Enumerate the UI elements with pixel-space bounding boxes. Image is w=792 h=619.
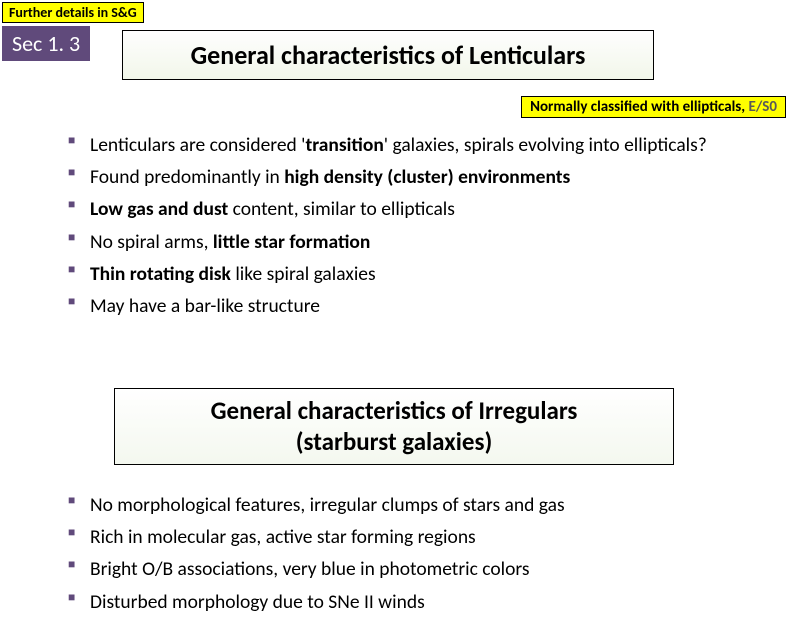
classification-subtag: Normally classified with ellipticals, E/… (521, 96, 786, 118)
list-item: No spiral arms, little star formation (68, 227, 774, 257)
lenticulars-title: General characteristics of Lenticulars (137, 39, 639, 71)
lenticulars-title-box: General characteristics of Lenticulars (122, 30, 654, 80)
list-item: May have a bar-like structure (68, 291, 774, 321)
list-item: No morphological features, irregular clu… (68, 490, 774, 520)
lenticulars-bullets: Lenticulars are considered 'transition' … (68, 130, 774, 323)
list-item: Disturbed morphology due to SNe II winds (68, 587, 774, 617)
list-item: Lenticulars are considered 'transition' … (68, 130, 774, 160)
subtag-grey: E/S0 (749, 98, 777, 116)
irregulars-title-line1: General characteristics of Irregulars (211, 395, 578, 426)
list-item: Bright O/B associations, very blue in ph… (68, 554, 774, 584)
irregulars-title-line2: (starburst galaxies) (296, 426, 493, 457)
list-item: Rich in molecular gas, active star formi… (68, 522, 774, 552)
irregulars-bullets: No morphological features, irregular clu… (68, 490, 774, 619)
list-item: Thin rotating disk like spiral galaxies (68, 259, 774, 289)
irregulars-title-box: General characteristics of Irregulars (s… (114, 388, 674, 465)
section-badge: Sec 1. 3 (2, 26, 90, 61)
subtag-prefix: Normally classified with ellipticals, (530, 98, 748, 116)
irregulars-title: General characteristics of Irregulars (s… (127, 395, 661, 458)
further-details-tag: Further details in S&G (2, 2, 144, 23)
list-item: Found predominantly in high density (clu… (68, 162, 774, 192)
list-item: Low gas and dust content, similar to ell… (68, 194, 774, 224)
